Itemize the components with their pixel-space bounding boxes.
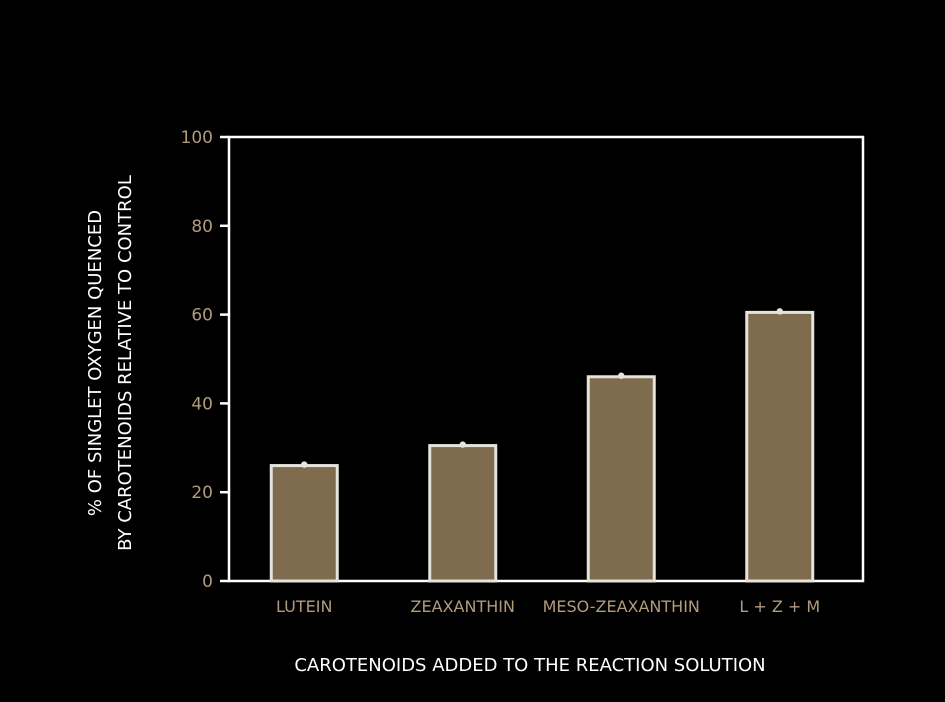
x-category-label: LUTEIN	[276, 597, 332, 616]
bar	[428, 444, 498, 583]
y-axis-title: % OF SINGLET OXYGEN QUENCED BY CAROTENOI…	[85, 175, 136, 551]
y-axis-ticks: 0 20 40 60 80 100	[181, 128, 229, 592]
y-tick-label: 80	[191, 217, 213, 237]
bar-value-point	[776, 308, 783, 315]
bar	[269, 464, 339, 583]
x-axis-title: CAROTENOIDS ADDED TO THE REACTION SOLUTI…	[294, 655, 765, 676]
bar	[745, 310, 815, 583]
bars	[269, 308, 815, 583]
x-category-label: L + Z + M	[739, 597, 820, 616]
y-tick-label: 60	[191, 306, 213, 326]
x-category-label: MESO-ZEAXANTHIN	[543, 597, 700, 616]
bar-value-point	[459, 441, 466, 448]
y-axis-title-line-1: % OF SINGLET OXYGEN QUENCED	[85, 210, 106, 516]
x-axis-category-labels: LUTEIN ZEAXANTHIN MESO-ZEAXANTHIN L + Z + M	[276, 597, 820, 616]
chart-frame	[227, 135, 865, 583]
y-axis-title-line-2: BY CAROTENOIDS RELATIVE TO CONTROL	[115, 175, 136, 551]
bar-value-point	[618, 372, 625, 379]
bar	[586, 375, 656, 583]
y-tick-label: 100	[181, 128, 213, 148]
y-tick-label: 40	[191, 394, 213, 414]
y-tick-label: 20	[191, 483, 213, 503]
bar-value-point	[301, 461, 308, 468]
x-category-label: ZEAXANTHIN	[411, 597, 515, 616]
y-tick-label: 0	[202, 572, 213, 592]
